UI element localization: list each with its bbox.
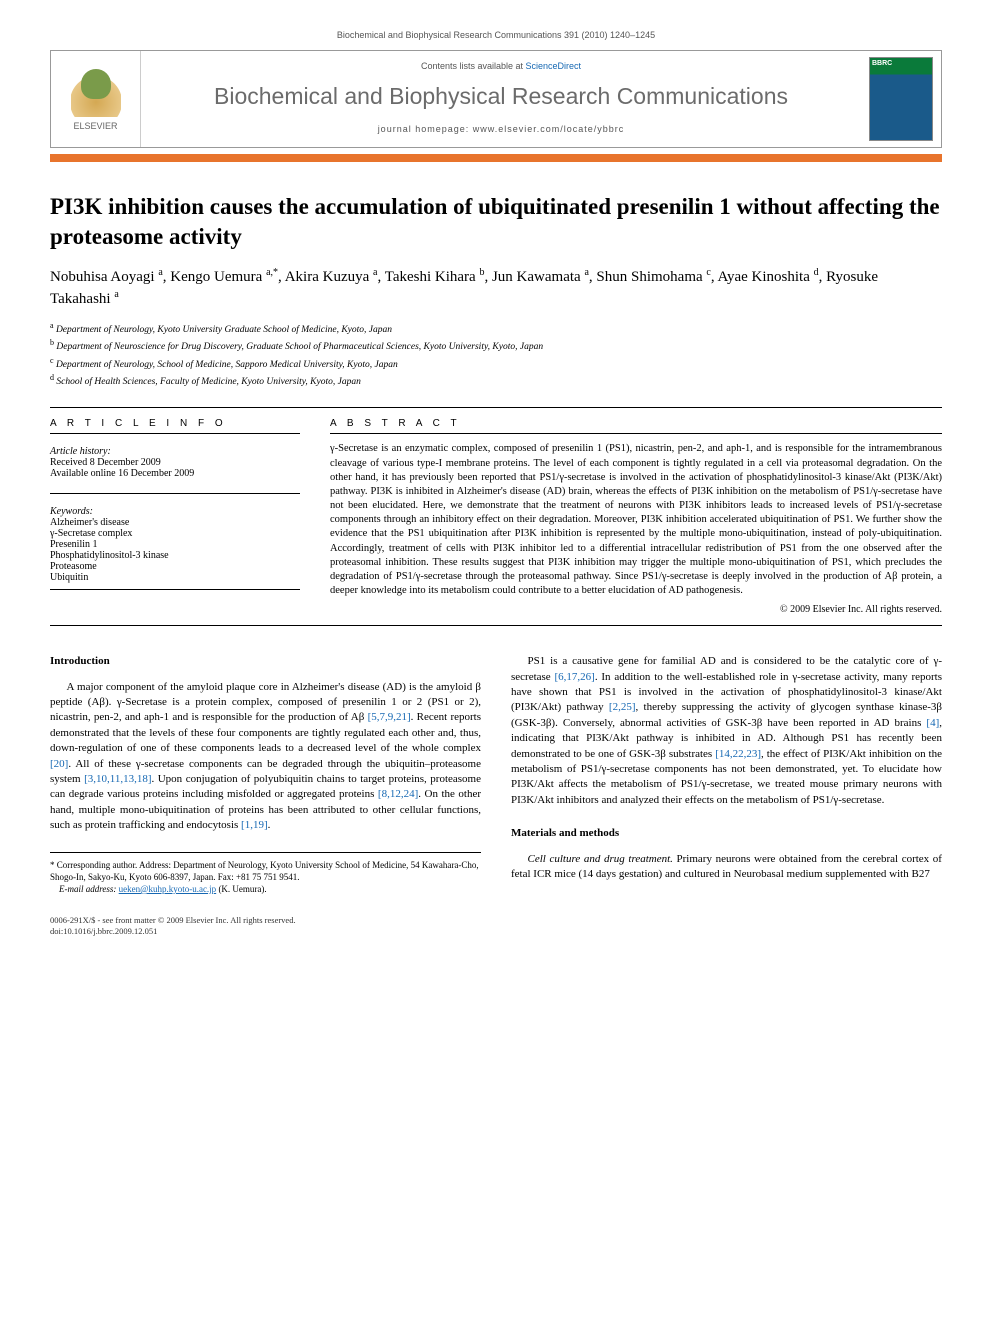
divider [50, 625, 942, 626]
abstract-heading: A B S T R A C T [330, 418, 942, 429]
intro-paragraph: A major component of the amyloid plaque … [50, 680, 481, 834]
keywords-head: Keywords: [50, 506, 300, 517]
abstract-text: γ-Secretase is an enzymatic complex, com… [330, 433, 942, 598]
front-matter-line: 0006-291X/$ - see front matter © 2009 El… [50, 915, 481, 926]
running-head: Biochemical and Biophysical Research Com… [50, 30, 942, 40]
author-list: Nobuhisa Aoyagi a, Kengo Uemura a,*, Aki… [50, 266, 942, 310]
journal-header: ELSEVIER Contents lists available at Sci… [50, 50, 942, 148]
email-line: E-mail address: ueken@kuhp.kyoto-u.ac.jp… [50, 883, 481, 895]
affiliation-list: a Department of Neurology, Kyoto Univers… [50, 320, 942, 390]
article-info-heading: A R T I C L E I N F O [50, 418, 300, 429]
article-title: PI3K inhibition causes the accumulation … [50, 192, 942, 252]
body-two-column: Introduction A major component of the am… [50, 654, 942, 937]
footer-meta: 0006-291X/$ - see front matter © 2009 El… [50, 915, 481, 937]
homepage-prefix: journal homepage: [378, 124, 473, 134]
footnote-block: * Corresponding author. Address: Departm… [50, 852, 481, 895]
keywords-block: Keywords: Alzheimer's diseaseγ-Secretase… [50, 493, 300, 590]
email-link[interactable]: ueken@kuhp.kyoto-u.ac.jp [119, 884, 217, 894]
cover-thumbnail-box [861, 51, 941, 147]
materials-paragraph-1: Cell culture and drug treatment. Primary… [511, 852, 942, 883]
received-date: Received 8 December 2009 [50, 457, 300, 468]
journal-name: Biochemical and Biophysical Research Com… [151, 83, 851, 110]
abstract-copyright: © 2009 Elsevier Inc. All rights reserved… [330, 604, 942, 615]
publisher-name: ELSEVIER [73, 121, 117, 131]
journal-cover-icon [869, 57, 933, 141]
publisher-logo: ELSEVIER [51, 51, 141, 147]
available-date: Available online 16 December 2009 [50, 468, 300, 479]
accent-bar [50, 154, 942, 162]
info-abstract-row: A R T I C L E I N F O Article history: R… [50, 418, 942, 615]
header-center: Contents lists available at ScienceDirec… [141, 51, 861, 147]
email-label: E-mail address: [59, 884, 116, 894]
corresponding-author: * Corresponding author. Address: Departm… [50, 859, 481, 883]
homepage-url[interactable]: www.elsevier.com/locate/ybbrc [473, 124, 625, 134]
article-history-block: Article history: Received 8 December 200… [50, 433, 300, 479]
article-info-column: A R T I C L E I N F O Article history: R… [50, 418, 300, 615]
email-tail: (K. Uemura). [216, 884, 266, 894]
right-paragraph-1: PS1 is a causative gene for familial AD … [511, 654, 942, 808]
left-column: Introduction A major component of the am… [50, 654, 481, 937]
keywords-list: Alzheimer's diseaseγ-Secretase complexPr… [50, 517, 300, 583]
right-column: PS1 is a causative gene for familial AD … [511, 654, 942, 937]
section-heading-introduction: Introduction [50, 654, 481, 669]
elsevier-tree-icon [71, 67, 121, 117]
sciencedirect-link[interactable]: ScienceDirect [526, 61, 582, 71]
homepage-line: journal homepage: www.elsevier.com/locat… [151, 124, 851, 134]
contents-prefix: Contents lists available at [421, 61, 526, 71]
divider [50, 407, 942, 408]
contents-line: Contents lists available at ScienceDirec… [151, 61, 851, 71]
history-head: Article history: [50, 446, 300, 457]
abstract-column: A B S T R A C T γ-Secretase is an enzyma… [330, 418, 942, 615]
section-heading-materials: Materials and methods [511, 826, 942, 841]
doi-line: doi:10.1016/j.bbrc.2009.12.051 [50, 926, 481, 937]
